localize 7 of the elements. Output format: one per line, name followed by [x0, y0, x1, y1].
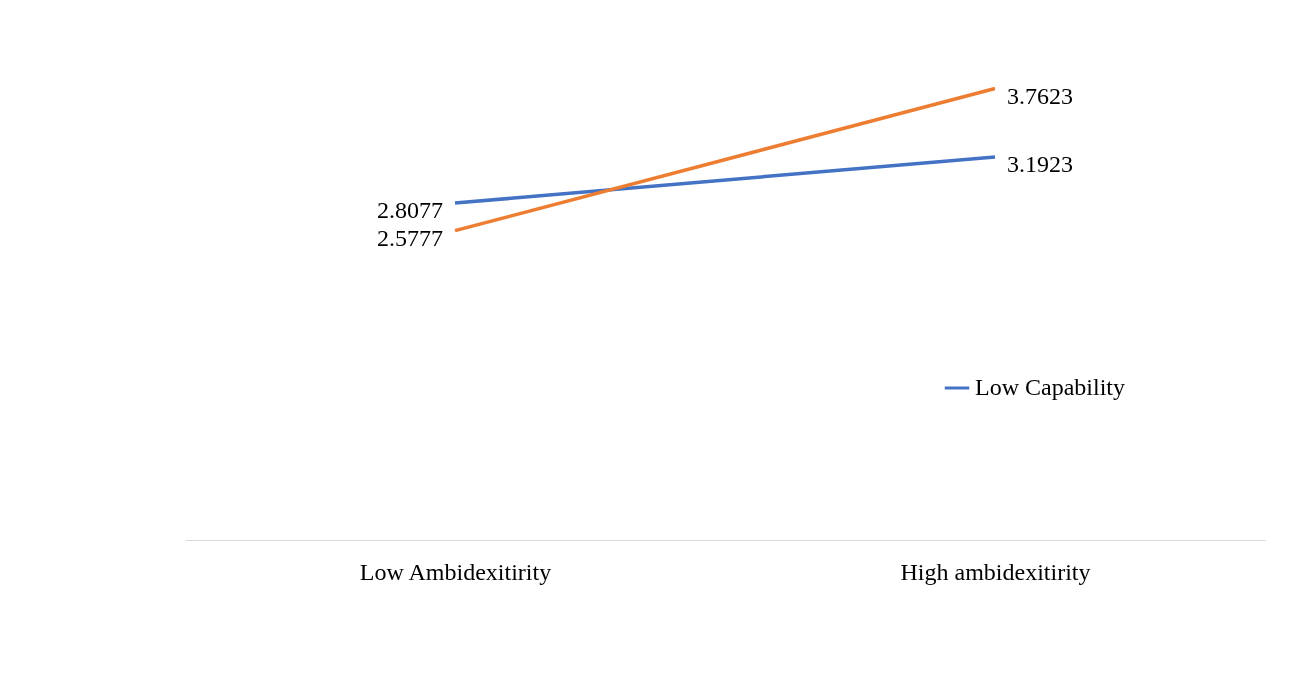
data-label: 3.7623: [1007, 82, 1073, 109]
data-label: 2.8077: [377, 197, 443, 224]
x-tick-label: Low Ambidexitirity: [359, 558, 552, 585]
data-label: 2.5777: [377, 224, 443, 251]
x-tick-label: High ambidexitirity: [900, 558, 1091, 585]
legend-label: Low Capability: [975, 374, 1125, 400]
data-label: 3.1923: [1007, 150, 1073, 177]
